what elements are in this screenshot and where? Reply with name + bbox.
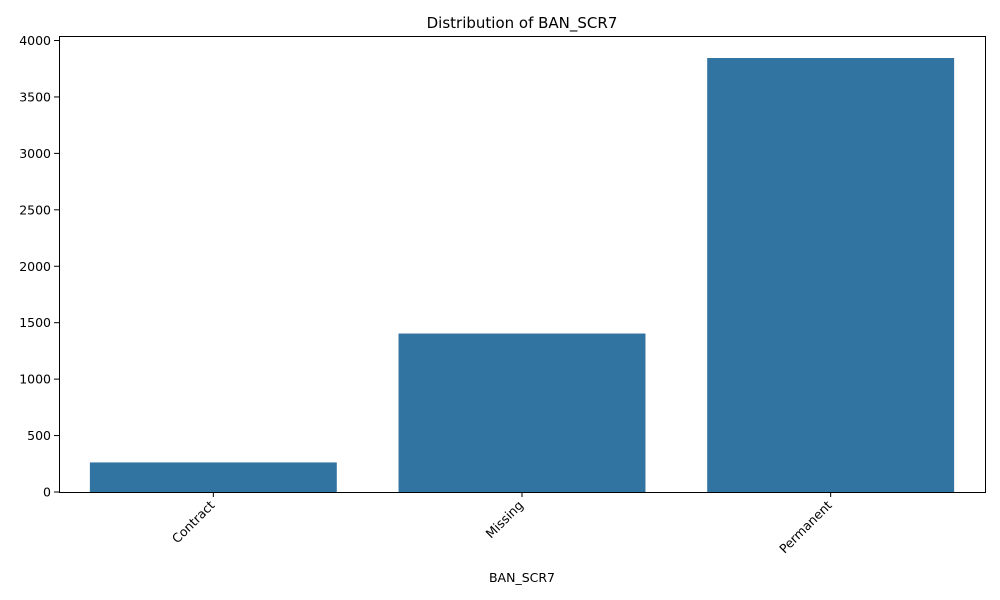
bar-contract xyxy=(89,462,337,492)
plot-frame xyxy=(59,36,986,493)
y-axis: 0 500 1000 1500 2000 2500 3000 3500 4000 xyxy=(19,33,59,500)
y-tick-label: 2500 xyxy=(19,202,51,217)
x-axis: Contract Missing Permanent xyxy=(169,492,835,556)
y-tick-label: 3500 xyxy=(19,89,51,104)
chart-title: Distribution of BAN_SCR7 xyxy=(427,14,618,33)
y-tick-label: 3000 xyxy=(19,146,51,161)
y-tick-label: 4000 xyxy=(19,33,51,48)
y-tick-label: 1500 xyxy=(19,315,51,330)
x-tick-label-permanent: Permanent xyxy=(776,497,835,556)
x-axis-label: BAN_SCR7 xyxy=(489,570,555,585)
y-tick-label: 1000 xyxy=(19,372,51,387)
x-tick-label-contract: Contract xyxy=(169,497,218,546)
y-tick-label: 500 xyxy=(27,428,51,443)
bar-permanent xyxy=(707,58,955,493)
y-tick-label: 0 xyxy=(43,485,51,500)
bar-missing xyxy=(398,333,646,492)
y-tick-label: 2000 xyxy=(19,259,51,274)
bars-group xyxy=(89,58,955,493)
x-tick-label-missing: Missing xyxy=(483,498,527,542)
